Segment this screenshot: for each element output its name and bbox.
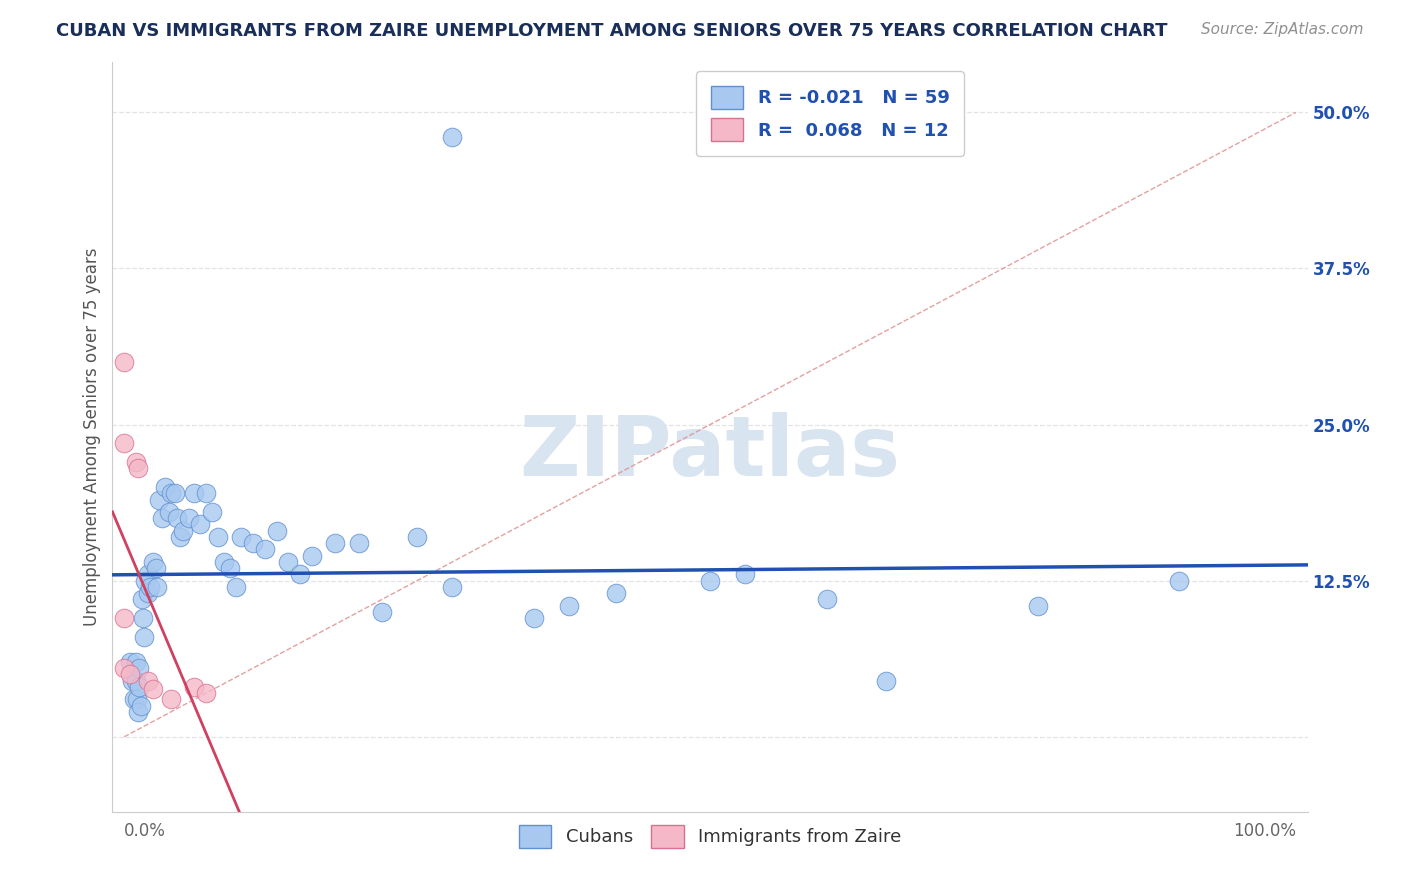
- Point: [225, 580, 247, 594]
- Point: [605, 586, 627, 600]
- Point: [145, 561, 167, 575]
- Point: [288, 567, 311, 582]
- Point: [253, 542, 276, 557]
- Point: [815, 592, 838, 607]
- Point: [242, 536, 264, 550]
- Point: [142, 682, 165, 697]
- Point: [129, 698, 152, 713]
- Point: [112, 436, 135, 450]
- Point: [136, 586, 159, 600]
- Point: [160, 692, 183, 706]
- Point: [125, 455, 148, 469]
- Text: 0.0%: 0.0%: [124, 822, 166, 839]
- Point: [277, 555, 299, 569]
- Point: [142, 555, 165, 569]
- Point: [127, 461, 149, 475]
- Point: [212, 555, 235, 569]
- Point: [120, 667, 141, 681]
- Point: [183, 680, 205, 694]
- Point: [127, 692, 149, 706]
- Point: [112, 611, 135, 625]
- Point: [136, 567, 159, 582]
- Point: [139, 580, 162, 594]
- Legend: Cubans, Immigrants from Zaire: Cubans, Immigrants from Zaire: [512, 817, 908, 855]
- Point: [122, 692, 145, 706]
- Text: CUBAN VS IMMIGRANTS FROM ZAIRE UNEMPLOYMENT AMONG SENIORS OVER 75 YEARS CORRELAT: CUBAN VS IMMIGRANTS FROM ZAIRE UNEMPLOYM…: [56, 22, 1168, 40]
- Point: [441, 130, 464, 145]
- Point: [188, 517, 212, 532]
- Text: Source: ZipAtlas.com: Source: ZipAtlas.com: [1201, 22, 1364, 37]
- Point: [120, 655, 141, 669]
- Point: [169, 530, 191, 544]
- Point: [160, 486, 183, 500]
- Point: [121, 673, 143, 688]
- Point: [132, 611, 155, 625]
- Point: [371, 605, 394, 619]
- Point: [125, 655, 148, 669]
- Point: [1026, 599, 1049, 613]
- Point: [155, 480, 177, 494]
- Point: [558, 599, 581, 613]
- Point: [134, 574, 156, 588]
- Point: [699, 574, 721, 588]
- Point: [128, 661, 150, 675]
- Point: [218, 561, 240, 575]
- Text: 100.0%: 100.0%: [1233, 822, 1296, 839]
- Point: [323, 536, 346, 550]
- Text: ZIPatlas: ZIPatlas: [520, 411, 900, 492]
- Point: [1167, 574, 1189, 588]
- Point: [172, 524, 194, 538]
- Point: [195, 486, 218, 500]
- Point: [207, 530, 229, 544]
- Point: [163, 486, 186, 500]
- Point: [201, 505, 224, 519]
- Point: [127, 705, 149, 719]
- Point: [112, 355, 135, 369]
- Point: [266, 524, 288, 538]
- Point: [132, 630, 156, 644]
- Point: [131, 592, 153, 607]
- Y-axis label: Unemployment Among Seniors over 75 years: Unemployment Among Seniors over 75 years: [83, 248, 101, 626]
- Point: [136, 673, 159, 688]
- Point: [166, 511, 188, 525]
- Point: [523, 611, 546, 625]
- Point: [150, 511, 173, 525]
- Point: [195, 686, 218, 700]
- Point: [875, 673, 897, 688]
- Point: [441, 580, 464, 594]
- Point: [347, 536, 370, 550]
- Point: [231, 530, 253, 544]
- Point: [177, 511, 200, 525]
- Point: [734, 567, 756, 582]
- Point: [125, 673, 148, 688]
- Point: [148, 492, 170, 507]
- Point: [406, 530, 429, 544]
- Point: [183, 486, 205, 500]
- Point: [112, 661, 135, 675]
- Point: [157, 505, 180, 519]
- Point: [301, 549, 323, 563]
- Point: [146, 580, 169, 594]
- Point: [128, 680, 150, 694]
